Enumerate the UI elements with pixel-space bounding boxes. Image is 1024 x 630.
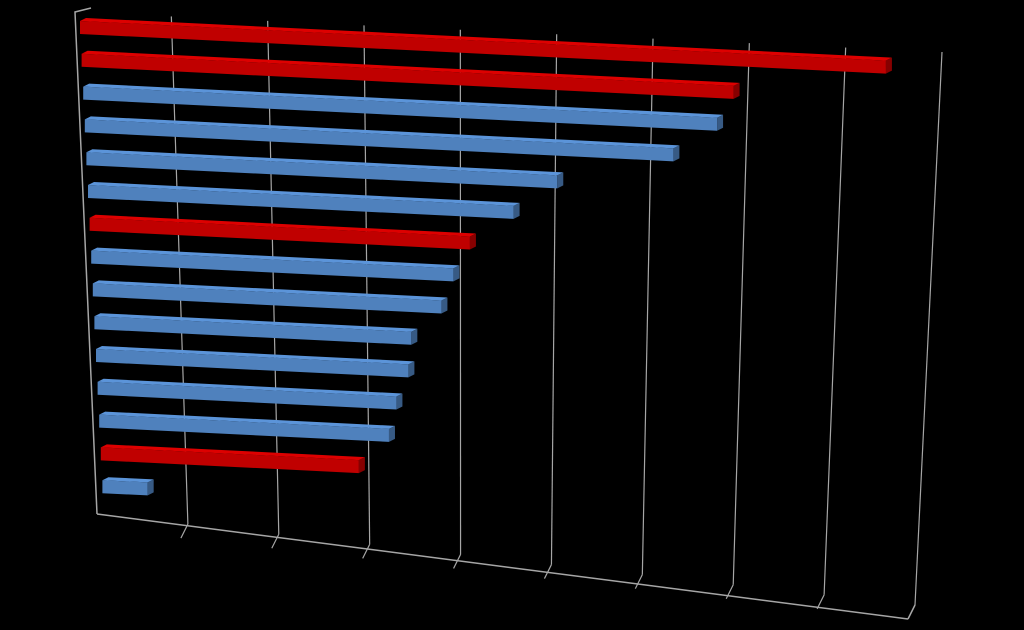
bar-top [84,116,680,149]
bar-end [441,297,448,314]
bar-end [469,233,476,250]
bar [88,182,520,219]
floor-tick [634,574,643,589]
floor-tick [453,554,462,569]
bar-top [83,83,724,118]
bar [92,280,448,314]
bar [100,444,365,474]
bar-top [92,280,448,301]
bar-end [557,172,564,189]
bar-top [89,214,476,237]
bar [80,18,892,74]
bar [99,411,395,442]
bar-top [94,313,418,332]
axis-floor [96,513,909,620]
bar [83,83,724,131]
bar-front [99,414,389,442]
gridline [732,43,750,585]
bar-top [81,50,740,86]
bar-front [102,480,148,496]
floor-tick [543,564,552,579]
gridline [641,38,654,575]
floor-tick [180,523,189,539]
bar [89,214,476,250]
bar-top [97,378,403,397]
bar-top [80,18,892,61]
bar-end [358,457,365,474]
bar-top [91,247,460,269]
bar-end [513,202,520,219]
bar-end [147,479,154,496]
bar [102,477,154,496]
bar-front [92,283,442,314]
bar [96,346,415,378]
bar-top [88,182,520,206]
bar [94,313,418,345]
bar-end [885,57,892,74]
floor-tick [271,533,280,549]
bar [86,149,564,189]
bar-front [84,119,674,162]
bar-end [396,393,403,410]
bar-front [94,316,412,345]
bar-top [100,444,365,461]
bar-top [86,149,564,176]
bar-end [388,425,395,442]
bar-front [100,447,359,474]
bar [84,116,680,162]
bar-end [733,82,740,99]
bar-front [97,381,397,410]
axis-left [74,7,98,515]
bar-end [453,265,460,282]
bars-layer [80,18,892,496]
bar-front [88,185,514,219]
floor-tick [816,594,825,610]
bar-end [717,114,724,131]
bar-top [96,346,415,365]
bar-front [86,152,558,189]
bar-front [89,217,470,250]
bar [81,50,740,99]
floor-tick [725,584,734,600]
axis-floor-corner [907,604,916,620]
bar-top [99,411,395,429]
bar-front [96,349,409,378]
bar [91,247,460,282]
gridline [914,51,943,606]
bar-end [408,361,415,378]
gridline [823,47,847,595]
bar-front [91,250,454,282]
bar-front [83,86,718,131]
floor-tick [362,544,371,559]
bar-end [673,145,680,162]
bar-front [80,21,886,74]
bar-front [81,53,734,99]
bar [97,378,403,410]
bar-top [102,477,154,483]
bar-end [411,328,418,345]
